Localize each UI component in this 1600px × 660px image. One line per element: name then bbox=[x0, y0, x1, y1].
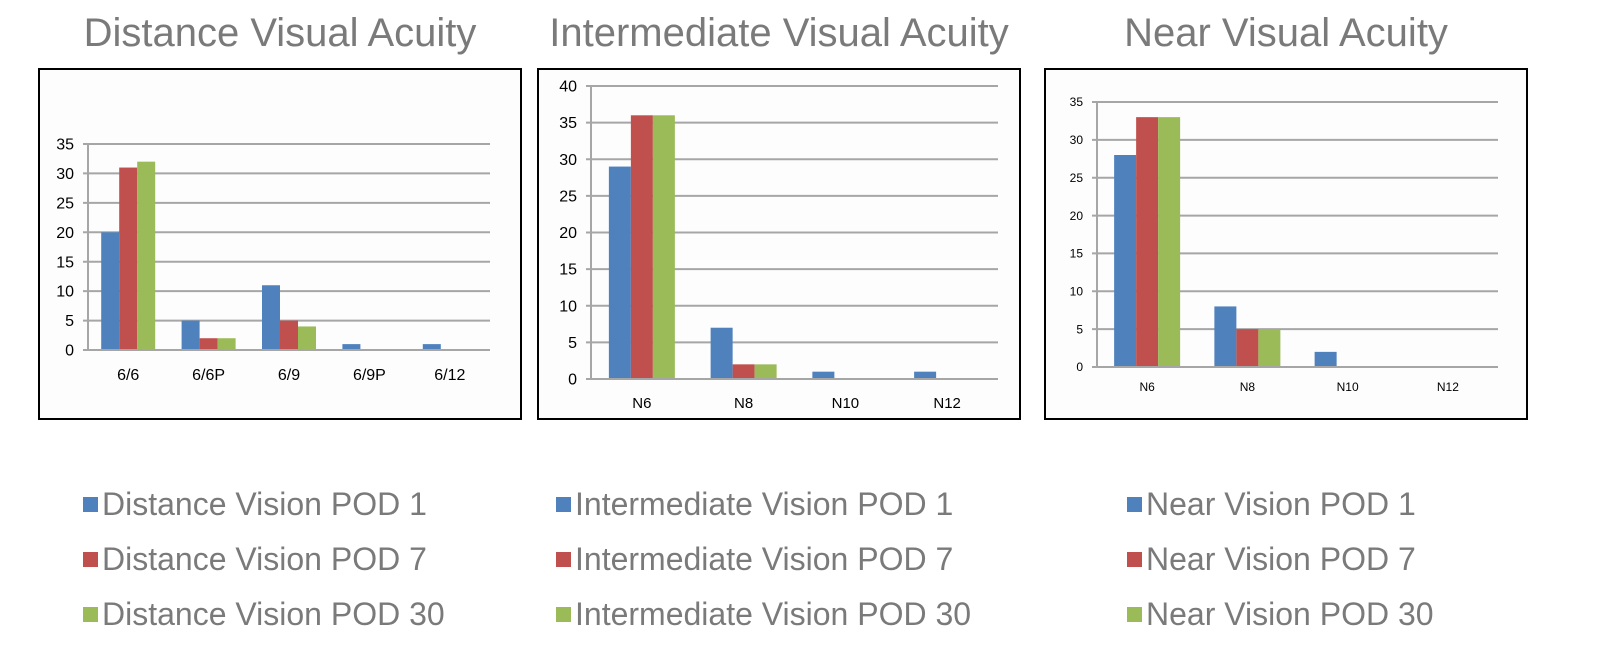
y-tick-label: 20 bbox=[56, 225, 74, 242]
legend-label: Near Vision POD 1 bbox=[1146, 486, 1416, 522]
bar bbox=[137, 161, 156, 350]
y-tick-label: 15 bbox=[1070, 247, 1084, 261]
legend-label: Intermediate Vision POD 7 bbox=[575, 541, 954, 577]
bar bbox=[1236, 329, 1259, 367]
bar bbox=[199, 338, 218, 350]
y-tick-label: 25 bbox=[559, 188, 577, 205]
legend-swatch-pod30 bbox=[1127, 607, 1142, 622]
legend-label: Intermediate Vision POD 30 bbox=[575, 596, 972, 632]
y-tick-label: 5 bbox=[65, 313, 74, 330]
legend-label: Distance Vision POD 7 bbox=[102, 541, 427, 577]
bar bbox=[608, 166, 631, 379]
y-tick-label: 10 bbox=[1070, 284, 1084, 298]
legend-swatch-pod7 bbox=[83, 552, 98, 567]
x-tick-label: N8 bbox=[734, 395, 753, 412]
bar bbox=[342, 344, 361, 350]
x-tick-label: N6 bbox=[1139, 380, 1155, 394]
chart-title-intermediate: Intermediate Visual Acuity bbox=[549, 11, 1009, 55]
y-tick-label: 35 bbox=[56, 137, 74, 154]
bar bbox=[914, 371, 937, 379]
y-tick-label: 15 bbox=[56, 254, 74, 271]
bar bbox=[101, 232, 120, 350]
x-tick-label: 6/9 bbox=[278, 367, 300, 384]
bar bbox=[298, 326, 316, 350]
legend-intermediate: Intermediate Vision POD 1 Intermediate V… bbox=[556, 484, 1036, 632]
x-tick-label: N12 bbox=[1437, 380, 1459, 394]
y-tick-label: 0 bbox=[65, 343, 74, 360]
bar bbox=[422, 344, 441, 350]
x-tick-label: 6/12 bbox=[434, 367, 465, 384]
legend-label: Distance Vision POD 1 bbox=[102, 486, 427, 522]
x-tick-label: N10 bbox=[1337, 380, 1359, 394]
y-tick-label: 5 bbox=[568, 335, 577, 352]
y-tick-label: 35 bbox=[1070, 95, 1084, 109]
x-tick-label: 6/6 bbox=[117, 367, 139, 384]
x-tick-label: 6/6P bbox=[192, 367, 225, 384]
legend-distance: Distance Vision POD 1 Distance Vision PO… bbox=[83, 484, 523, 632]
legend-label: Distance Vision POD 30 bbox=[102, 596, 445, 632]
legend-label: Near Vision POD 7 bbox=[1146, 541, 1416, 577]
legend-swatch-pod7 bbox=[556, 552, 571, 567]
legend-label: Near Vision POD 30 bbox=[1146, 596, 1434, 632]
bar bbox=[181, 320, 200, 350]
bar bbox=[710, 327, 733, 379]
x-tick-label: N12 bbox=[933, 395, 961, 412]
legend-label: Intermediate Vision POD 1 bbox=[575, 486, 954, 522]
y-tick-label: 15 bbox=[559, 262, 577, 279]
bar bbox=[652, 115, 675, 380]
bar bbox=[1136, 117, 1159, 368]
legend-swatch-pod30 bbox=[83, 607, 98, 622]
legend-swatch-pod7 bbox=[1127, 552, 1142, 567]
bar bbox=[812, 371, 835, 379]
y-tick-label: 5 bbox=[1076, 322, 1083, 336]
y-tick-label: 30 bbox=[1070, 133, 1084, 147]
x-tick-label: N8 bbox=[1240, 380, 1256, 394]
x-tick-label: 6/9P bbox=[353, 367, 386, 384]
bar bbox=[732, 364, 755, 379]
y-tick-label: 30 bbox=[56, 166, 74, 183]
bar bbox=[262, 285, 280, 350]
bar bbox=[1158, 117, 1181, 368]
y-tick-label: 0 bbox=[1076, 360, 1083, 374]
y-tick-label: 30 bbox=[559, 152, 577, 169]
legend-swatch-pod1 bbox=[556, 497, 571, 512]
bar bbox=[280, 320, 298, 350]
y-tick-label: 0 bbox=[568, 372, 577, 389]
legend-swatch-pod1 bbox=[1127, 497, 1142, 512]
y-tick-label: 20 bbox=[559, 225, 577, 242]
bar bbox=[754, 364, 777, 379]
y-tick-label: 10 bbox=[559, 298, 577, 315]
legend-swatch-pod30 bbox=[556, 607, 571, 622]
legend-swatch-pod1 bbox=[83, 497, 98, 512]
bar bbox=[1214, 306, 1237, 367]
x-tick-label: N10 bbox=[832, 395, 860, 412]
bar bbox=[630, 115, 653, 380]
y-tick-label: 25 bbox=[1070, 171, 1084, 185]
bar bbox=[1258, 329, 1281, 367]
y-tick-label: 25 bbox=[56, 195, 74, 212]
y-tick-label: 40 bbox=[559, 79, 577, 96]
y-tick-label: 10 bbox=[56, 284, 74, 301]
charts-canvas: 0 5 10 15 20 25 30 35 6/6 6/6P 6/9 6/9P 6/12 0 5 10 15 20… bbox=[38, 68, 1528, 420]
bar bbox=[217, 338, 236, 350]
x-tick-label: N6 bbox=[632, 395, 651, 412]
legend-near: Near Vision POD 1 Near Vision POD 7 Near… bbox=[1127, 484, 1527, 632]
bar bbox=[119, 167, 138, 350]
y-tick-label: 35 bbox=[559, 115, 577, 132]
bar bbox=[1114, 155, 1137, 367]
chart-title-distance: Distance Visual Acuity bbox=[83, 11, 477, 55]
bar bbox=[1314, 351, 1337, 367]
y-tick-label: 20 bbox=[1070, 209, 1084, 223]
chart-title-near: Near Visual Acuity bbox=[1124, 11, 1448, 55]
